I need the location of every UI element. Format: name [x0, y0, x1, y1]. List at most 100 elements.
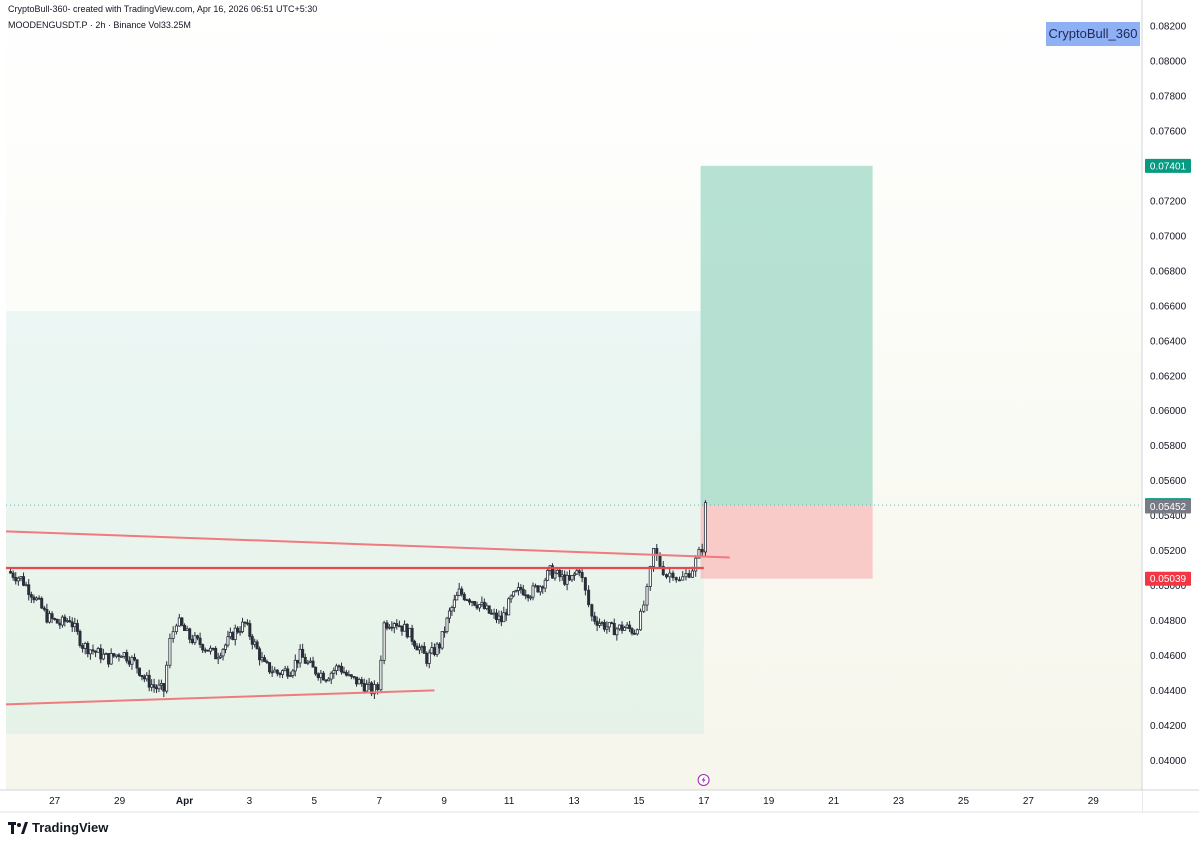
- candle-body: [245, 622, 249, 625]
- candle-body: [397, 625, 401, 628]
- candle-body: [347, 674, 351, 677]
- price-tick-label: 0.04000: [1150, 756, 1187, 767]
- candle-body: [443, 631, 447, 633]
- candle-body: [593, 615, 597, 622]
- candle-body: [332, 670, 336, 674]
- price-tag-bg: [1145, 499, 1191, 514]
- candle-body: [107, 653, 111, 665]
- candle-body: [536, 585, 540, 593]
- candle-body: [427, 652, 431, 664]
- candle-body: [198, 637, 202, 645]
- candle-body: [142, 676, 146, 680]
- candle: [382, 620, 386, 665]
- header-credit: CryptoBull-360- created with TradingView…: [8, 4, 318, 14]
- candle-body: [45, 609, 49, 623]
- candle-body: [475, 604, 479, 609]
- candle-body: [533, 585, 537, 588]
- candle-body: [130, 656, 134, 665]
- candle: [125, 649, 129, 664]
- candle-body: [365, 684, 369, 692]
- candle-body: [86, 643, 90, 655]
- candle: [75, 619, 79, 635]
- candle-body: [507, 598, 511, 616]
- candle: [262, 654, 266, 662]
- candle: [301, 643, 305, 658]
- candle: [671, 570, 675, 581]
- candle-body: [265, 661, 269, 663]
- price-tick-label: 0.05400: [1150, 511, 1187, 522]
- candle-body: [293, 659, 297, 672]
- candle-body: [625, 624, 629, 629]
- candle-body: [687, 573, 691, 578]
- candle-body: [327, 678, 331, 682]
- candle-body: [58, 622, 62, 626]
- candle-body: [612, 622, 616, 636]
- candle-body: [255, 641, 259, 650]
- candle: [385, 620, 389, 631]
- price-tick-label: 0.08200: [1150, 22, 1187, 33]
- candle-body: [94, 650, 98, 653]
- candle: [365, 679, 369, 692]
- candle-body: [697, 549, 701, 559]
- tradingview-logo[interactable]: TradingView: [8, 820, 108, 835]
- candle-body: [413, 640, 417, 647]
- candle-body: [352, 675, 356, 678]
- candle-body: [590, 604, 594, 617]
- candle-body: [524, 594, 528, 597]
- candle-body: [668, 572, 672, 578]
- candle-body: [509, 595, 513, 600]
- candle: [201, 643, 205, 653]
- candle-body: [248, 623, 252, 637]
- candle-body: [319, 672, 323, 679]
- candle-body: [188, 628, 192, 640]
- candle-body: [595, 620, 599, 626]
- candle-body: [392, 623, 396, 628]
- candle-body: [16, 577, 20, 582]
- candle: [422, 642, 426, 654]
- candle: [231, 631, 235, 641]
- candle-body: [135, 659, 139, 669]
- time-tick-label: 27: [1023, 796, 1035, 807]
- candle: [538, 585, 542, 596]
- price-tick-label: 0.06400: [1150, 336, 1187, 347]
- candle: [50, 611, 54, 624]
- candle-body: [648, 566, 652, 587]
- price-tick-label: 0.06600: [1150, 301, 1187, 312]
- candle-body: [29, 594, 33, 598]
- candle-body: [403, 623, 407, 632]
- time-tick-label: 23: [893, 796, 905, 807]
- candle: [590, 603, 594, 622]
- candle: [531, 582, 535, 601]
- candle-body: [477, 604, 481, 609]
- candle: [598, 618, 602, 628]
- candle: [674, 576, 678, 583]
- candle: [668, 567, 672, 583]
- candle-body: [465, 599, 469, 601]
- candle: [140, 674, 144, 681]
- price-tick-label: 0.05600: [1150, 476, 1187, 487]
- candle-body: [260, 657, 264, 661]
- candle-body: [487, 605, 491, 614]
- candle-body: [114, 654, 118, 657]
- candle-body: [370, 682, 374, 695]
- candle-body: [286, 668, 290, 677]
- candle: [91, 644, 95, 655]
- tradingview-logo-icon: [8, 821, 28, 834]
- price-tag-bg: [1145, 158, 1191, 173]
- candle-body: [360, 679, 364, 684]
- candle: [168, 633, 172, 669]
- candle-body: [314, 666, 318, 675]
- candle-body: [231, 632, 235, 640]
- candle-body: [422, 646, 426, 654]
- candle-body: [140, 674, 144, 678]
- candle-body: [283, 668, 287, 672]
- candle: [223, 643, 227, 654]
- time-tick-label: 21: [828, 796, 840, 807]
- candle-body: [83, 643, 87, 649]
- candle-body: [440, 631, 444, 649]
- candle-body: [238, 631, 242, 634]
- time-tick-label: 17: [698, 796, 710, 807]
- candle-body: [19, 576, 23, 579]
